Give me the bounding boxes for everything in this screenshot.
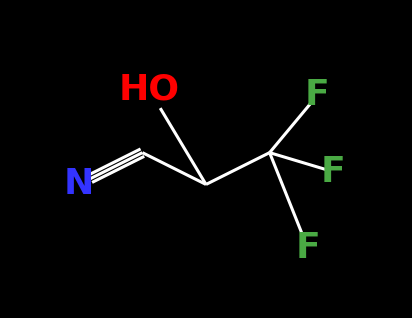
Text: F: F bbox=[305, 79, 330, 112]
Text: N: N bbox=[63, 168, 94, 201]
Text: F: F bbox=[321, 155, 346, 189]
Text: F: F bbox=[295, 231, 320, 265]
Text: HO: HO bbox=[118, 72, 179, 106]
